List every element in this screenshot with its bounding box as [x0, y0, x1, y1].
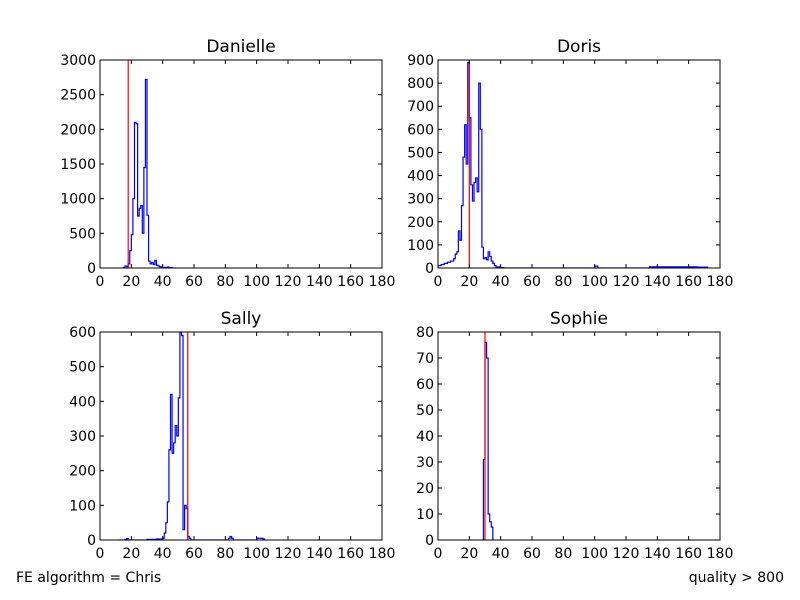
plot-frame	[99, 331, 383, 541]
histogram-series-line	[121, 78, 176, 268]
x-tick-label: 0	[96, 546, 105, 562]
y-tick-label: 3000	[60, 53, 96, 69]
y-tick-label: 0	[425, 261, 434, 277]
x-tick-label: 140	[644, 274, 671, 290]
y-tick-label: 1000	[60, 192, 96, 208]
x-tick-label: 100	[243, 274, 270, 290]
y-tick-label: 600	[69, 325, 96, 341]
x-tick-label: 80	[216, 274, 234, 290]
y-tick-label: 500	[407, 145, 434, 161]
y-tick-label: 1500	[60, 157, 96, 173]
y-tick-label: 800	[407, 76, 434, 92]
y-tick-label: 0	[87, 261, 96, 277]
panel-sophie: Sophie 0 20 40 60 80 100 120 140 160 180 0 10 20 30 40 5…	[416, 309, 733, 562]
y-tick-label: 30	[416, 455, 434, 471]
panel-title: Danielle	[206, 37, 275, 57]
y-tick-label: 100	[407, 238, 434, 254]
x-tick-label: 160	[337, 546, 364, 562]
y-tick-label: 50	[416, 403, 434, 419]
y-tick-label: 900	[407, 53, 434, 69]
x-tick-label: 100	[581, 274, 608, 290]
x-tick-label: 40	[492, 274, 510, 290]
x-tick-label: 160	[675, 274, 702, 290]
y-tick-label: 600	[407, 122, 434, 138]
x-tick-label: 120	[275, 274, 302, 290]
x-tick-label: 180	[369, 546, 396, 562]
histogram-series-line	[481, 341, 495, 540]
y-tick-label: 80	[416, 325, 434, 341]
x-tick-label: 180	[707, 274, 734, 290]
x-tick-label: 140	[306, 546, 333, 562]
y-tick-label: 400	[69, 394, 96, 410]
footer-quality-label: quality > 800	[688, 570, 784, 586]
panel-doris: Doris 0 20 40 60 80 100 120 140 160 180 0 100 200 300 4…	[407, 37, 733, 290]
x-tick-label: 120	[275, 546, 302, 562]
y-tick-label: 100	[69, 498, 96, 514]
panel-title: Doris	[557, 37, 601, 57]
x-tick-label: 60	[523, 274, 541, 290]
panel-sally: Sally 0 20 40 60 80 100 120 140 160 180 0 100 200 300 4…	[69, 309, 395, 562]
x-tick-label: 80	[554, 274, 572, 290]
y-tick-label: 70	[416, 351, 434, 367]
y-tick-label: 0	[425, 533, 434, 549]
x-tick-label: 160	[675, 546, 702, 562]
y-tick-label: 2000	[60, 122, 96, 138]
y-tick-label: 60	[416, 377, 434, 393]
panel-danielle: Danielle 0 20 40 60 80 100 120 140 160 180 0 500 1000…	[60, 37, 395, 290]
x-tick-label: 180	[707, 546, 734, 562]
plot-frame	[437, 59, 721, 269]
footer-algorithm-label: FE algorithm = Chris	[16, 570, 162, 586]
x-tick-label: 0	[434, 274, 443, 290]
y-tick-label: 700	[407, 99, 434, 115]
x-tick-label: 40	[492, 546, 510, 562]
y-tick-label: 20	[416, 481, 434, 497]
x-tick-label: 140	[306, 274, 333, 290]
y-tick-label: 200	[69, 464, 96, 480]
x-tick-label: 40	[154, 274, 172, 290]
x-tick-label: 0	[434, 546, 443, 562]
y-tick-label: 200	[407, 215, 434, 231]
y-tick-label: 300	[407, 192, 434, 208]
x-tick-label: 140	[644, 546, 671, 562]
x-tick-label: 120	[613, 546, 640, 562]
histogram-series-line	[438, 61, 710, 268]
x-tick-label: 120	[613, 274, 640, 290]
y-tick-label: 500	[69, 226, 96, 242]
y-tick-label: 40	[416, 429, 434, 445]
x-tick-label: 180	[369, 274, 396, 290]
x-tick-label: 20	[122, 546, 140, 562]
x-tick-label: 80	[216, 546, 234, 562]
x-tick-label: 20	[122, 274, 140, 290]
panel-title: Sally	[221, 309, 262, 329]
y-tick-label: 2500	[60, 88, 96, 104]
y-tick-label: 10	[416, 507, 434, 523]
x-tick-label: 60	[523, 546, 541, 562]
x-tick-label: 160	[337, 274, 364, 290]
x-tick-label: 100	[581, 546, 608, 562]
y-tick-label: 400	[407, 169, 434, 185]
x-tick-label: 40	[154, 546, 172, 562]
x-tick-label: 80	[554, 546, 572, 562]
x-tick-label: 20	[460, 546, 478, 562]
panel-title: Sophie	[550, 309, 608, 329]
x-tick-label: 60	[185, 546, 203, 562]
plot-frame	[99, 59, 383, 269]
x-tick-label: 20	[460, 274, 478, 290]
x-tick-label: 60	[185, 274, 203, 290]
y-tick-label: 0	[87, 533, 96, 549]
y-tick-label: 300	[69, 429, 96, 445]
x-tick-label: 0	[96, 274, 105, 290]
x-tick-label: 100	[243, 546, 270, 562]
plot-frame	[437, 331, 721, 541]
histogram-series-line	[118, 332, 267, 540]
y-tick-label: 500	[69, 360, 96, 376]
